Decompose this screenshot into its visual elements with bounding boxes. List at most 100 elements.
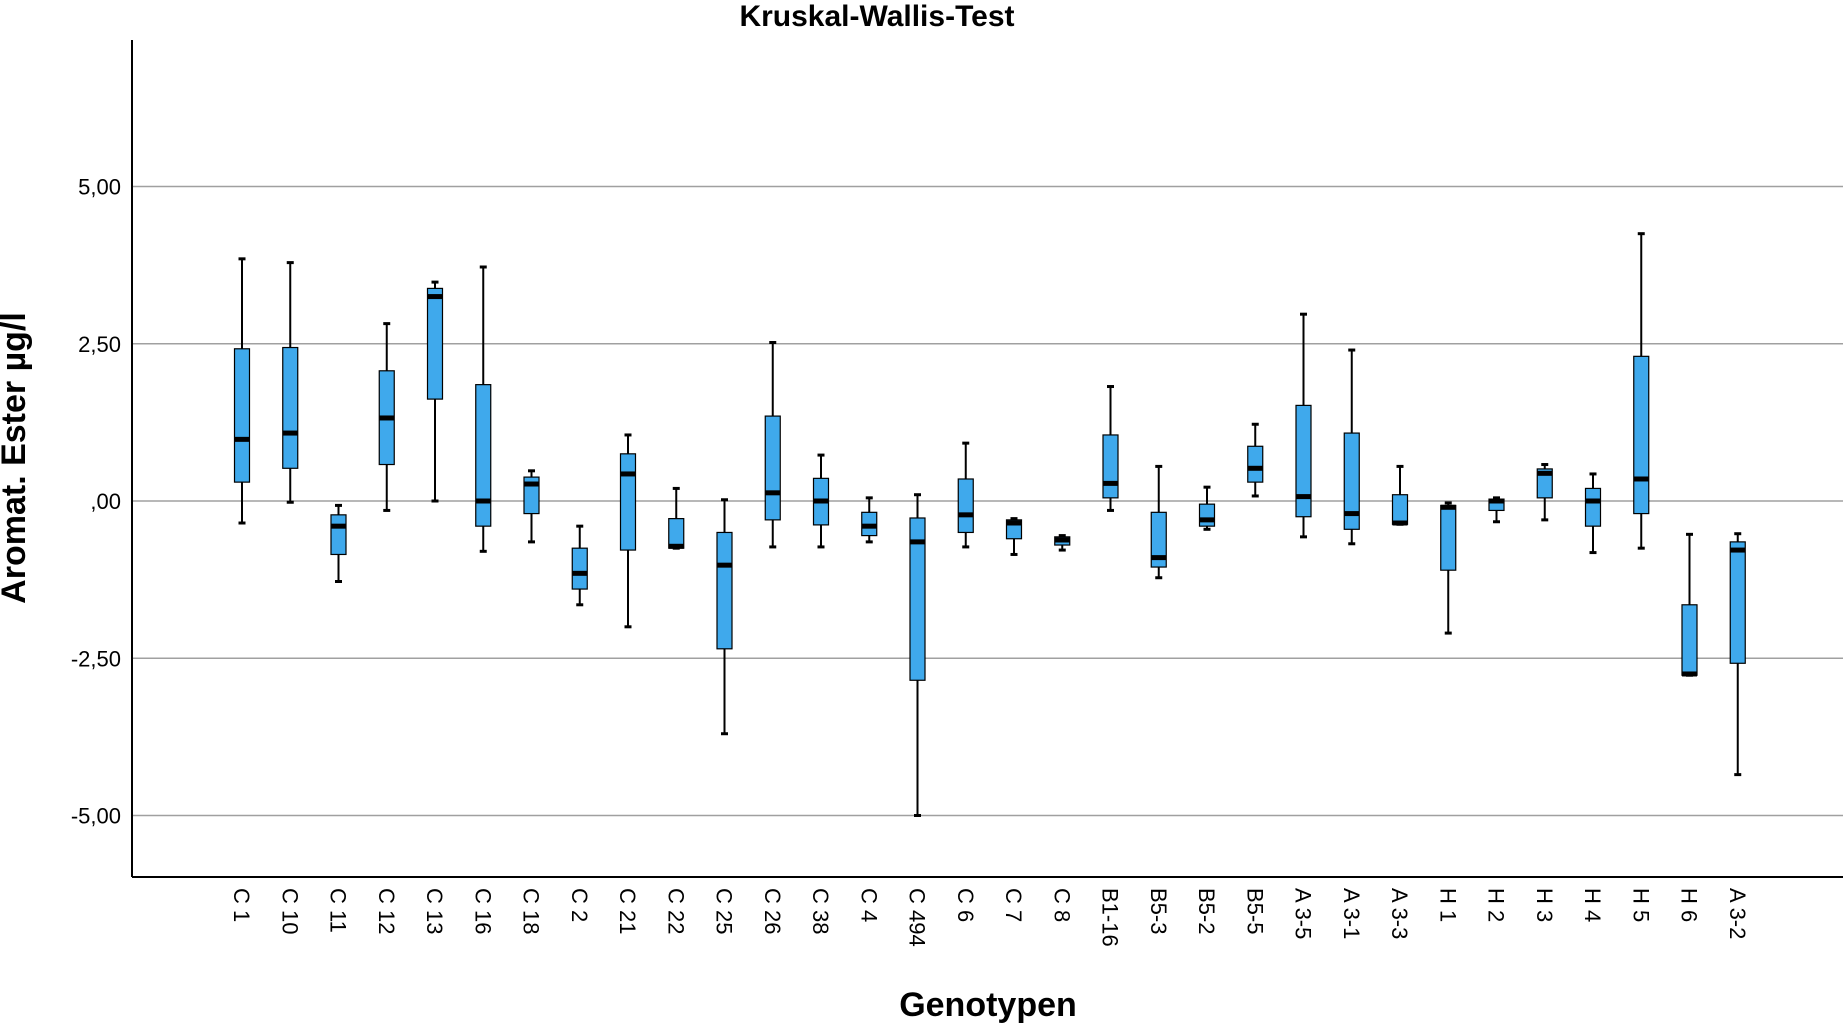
box-H-5 [1633, 232, 1650, 550]
box-C-22 [668, 486, 685, 550]
box-C-13 [426, 280, 444, 503]
box-C-16 [475, 265, 492, 553]
box-C-38 [812, 453, 830, 549]
iqr-box [1681, 604, 1698, 676]
x-tick-label: C 10 [277, 888, 302, 934]
gridlines [132, 185, 1843, 817]
box-C-8 [1054, 534, 1071, 552]
box-C-7 [1005, 517, 1023, 556]
x-tick-label: B5-5 [1242, 888, 1267, 934]
iqr-box [1198, 503, 1216, 527]
x-tick-label: C 22 [663, 888, 688, 934]
x-tick-label: A 3-2 [1725, 888, 1750, 939]
box-C-4 [861, 496, 878, 544]
box-C-21 [619, 433, 637, 629]
iqr-box [571, 547, 588, 590]
x-tick-label: C 6 [953, 888, 978, 922]
box-B5-5 [1247, 422, 1264, 498]
boxes [233, 232, 1746, 817]
x-tick-label: A 3-1 [1339, 888, 1364, 939]
box-B5-3 [1150, 464, 1167, 580]
iqr-box [1102, 434, 1119, 499]
box-H-6 [1681, 532, 1698, 677]
x-tick-label: H 4 [1580, 888, 1605, 922]
iqr-box [957, 478, 974, 534]
x-tick-label: C 4 [856, 888, 881, 922]
x-tick-label: C 21 [615, 888, 640, 934]
iqr-box [1584, 487, 1602, 527]
iqr-box [716, 531, 733, 650]
iqr-box [1295, 404, 1312, 518]
box-B5-2 [1198, 485, 1216, 531]
y-tick-label: 2,50 [78, 332, 121, 357]
box-C-12 [378, 322, 395, 512]
box-C-25 [716, 498, 733, 736]
box-H-3 [1536, 463, 1553, 522]
iqr-box [909, 517, 926, 681]
x-tick-label: H 5 [1628, 888, 1653, 922]
x-tick-label: B5-3 [1146, 888, 1171, 934]
x-tick-label: C 16 [470, 888, 495, 934]
x-tick-labels: C 1 C 10 C 11 C 12 C 13 C 16 C 18 C 2 C 21 C 22 C … [229, 888, 1750, 947]
box-C-11 [330, 503, 347, 584]
iqr-box [1343, 432, 1360, 530]
x-tick-label: C 12 [374, 888, 399, 934]
x-tick-label: B5-2 [1194, 888, 1219, 934]
iqr-box [1536, 468, 1553, 499]
box-C-494 [909, 493, 926, 817]
box-A-3-2 [1729, 532, 1746, 777]
x-tick-label: A 3-3 [1387, 888, 1412, 939]
iqr-box [475, 384, 492, 527]
y-axis-title: Aromat. Ester µg/l [0, 312, 33, 604]
iqr-box [668, 518, 685, 549]
iqr-box [233, 348, 251, 483]
y-tick-label: -5,00 [71, 804, 121, 829]
chart-title: Kruskal-Wallis-Test [739, 0, 1014, 33]
x-tick-label: H 2 [1484, 888, 1509, 922]
iqr-box [764, 415, 781, 521]
iqr-box [1391, 494, 1409, 525]
x-tick-label: C 18 [519, 888, 544, 934]
y-tick-label: -2,50 [71, 646, 121, 671]
x-tick-label: C 13 [422, 888, 447, 934]
box-A-3-5 [1295, 312, 1312, 539]
x-tick-label: H 6 [1677, 888, 1702, 922]
box-C-6 [957, 441, 974, 549]
iqr-box [1247, 445, 1264, 483]
x-tick-label: C 8 [1049, 888, 1074, 922]
x-tick-label: H 1 [1435, 888, 1460, 922]
y-tick-label: ,00 [90, 489, 121, 514]
box-C-1 [233, 257, 251, 525]
x-tick-label: B1-16 [1098, 888, 1123, 947]
x-tick-label: C 1 [229, 888, 254, 922]
box-C-18 [523, 469, 540, 544]
iqr-box [619, 453, 637, 551]
x-tick-label: C 7 [1001, 888, 1026, 922]
box-C-2 [571, 524, 588, 607]
x-tick-label: C 38 [808, 888, 833, 934]
x-tick-label: C 25 [712, 888, 737, 934]
box-A-3-1 [1343, 348, 1360, 546]
y-tick-label: 5,00 [78, 175, 121, 200]
iqr-box [1150, 511, 1167, 568]
box-H-1 [1440, 501, 1457, 635]
iqr-box [1440, 504, 1457, 571]
x-tick-label: H 3 [1532, 888, 1557, 922]
box-B1-16 [1102, 385, 1119, 512]
box-H-2 [1488, 496, 1505, 524]
x-tick-label: C 26 [760, 888, 785, 934]
box-C-26 [764, 340, 781, 549]
box-C-10 [282, 261, 299, 504]
box-H-4 [1584, 472, 1602, 555]
iqr-box [330, 514, 347, 556]
iqr-box [1633, 355, 1650, 515]
box-A-3-3 [1391, 464, 1409, 526]
iqr-box [426, 287, 444, 400]
iqr-box [1729, 541, 1746, 664]
x-tick-label: C 2 [567, 888, 592, 922]
x-tick-label: A 3-5 [1291, 888, 1316, 939]
y-tick-labels: 5,00 2,50 ,00 -2,50 -5,00 [71, 175, 121, 829]
x-tick-label: C 11 [326, 888, 351, 933]
